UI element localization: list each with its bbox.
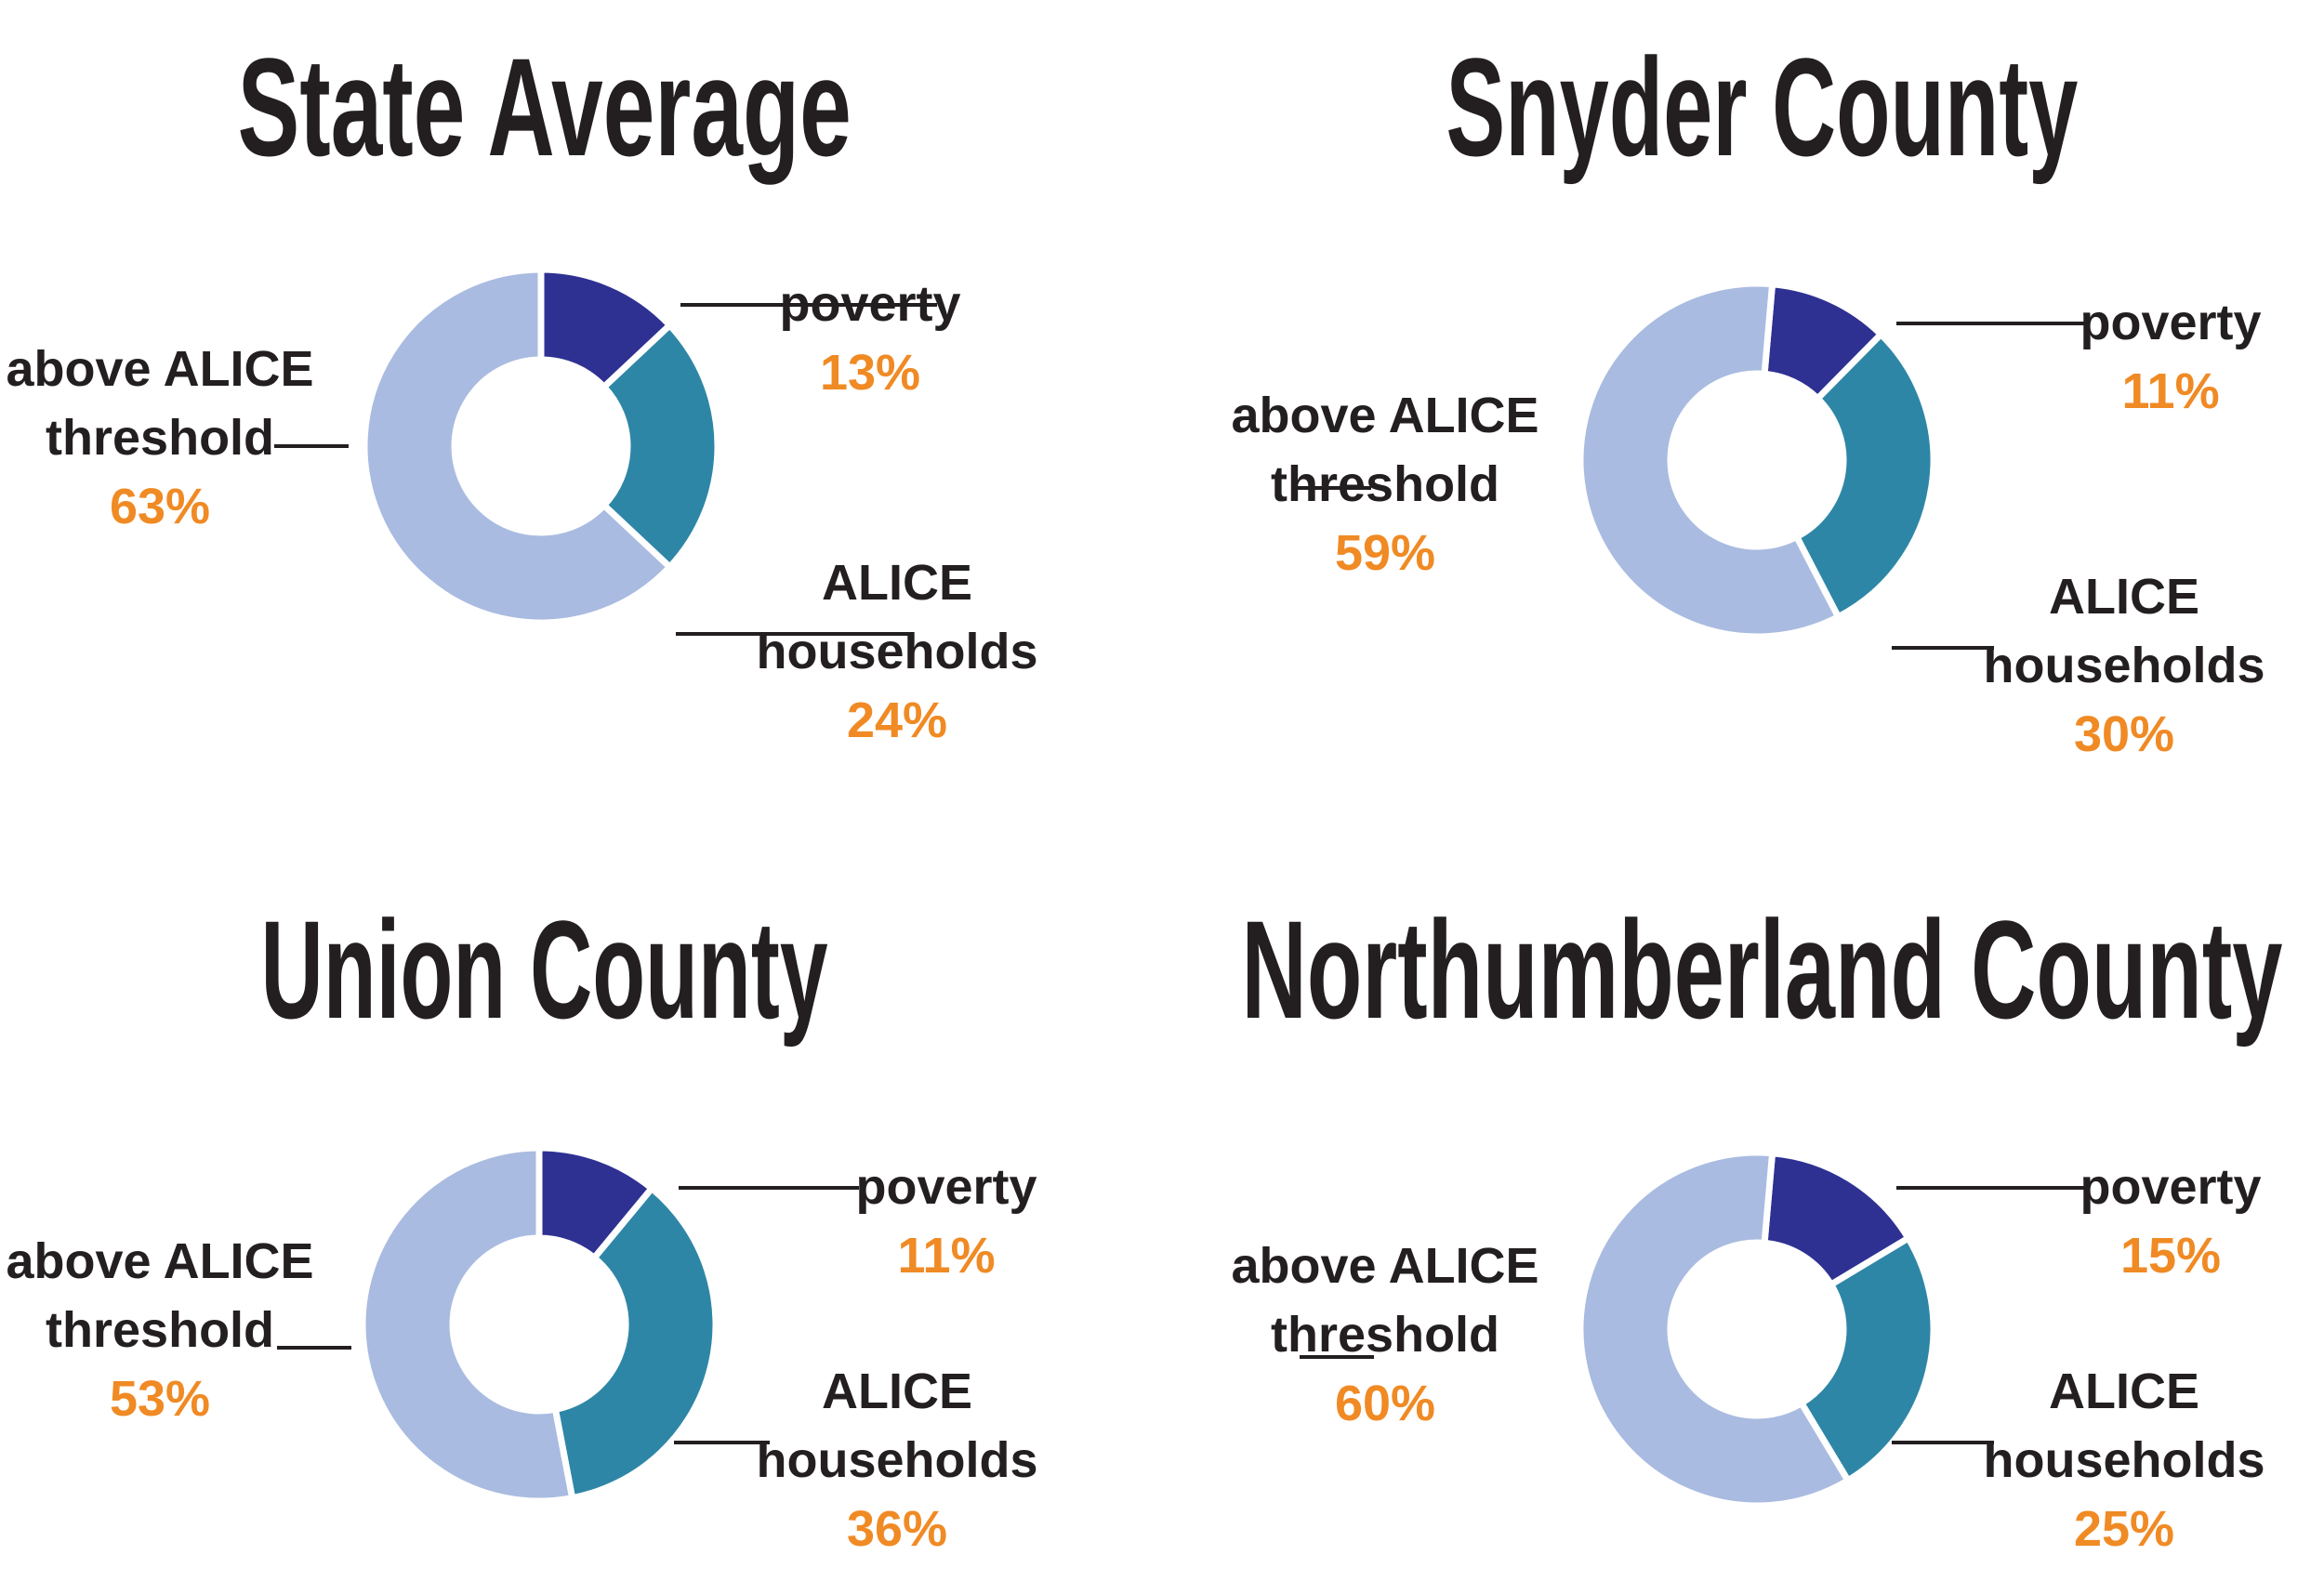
label-text: households [756, 1432, 1038, 1488]
alice-households-label: ALICE households 30% [1984, 562, 2265, 769]
label-text: poverty [855, 1159, 1037, 1215]
percent-label: 63% [109, 479, 211, 534]
slice-alice-households [599, 320, 721, 573]
slice-above-alice-threshold [361, 266, 675, 626]
leader-line [1297, 486, 1371, 490]
poverty-label: poverty 13% [780, 270, 961, 407]
percent-label: 11% [897, 1228, 996, 1284]
label-text: poverty [2080, 1159, 2262, 1215]
slice-alice-households [551, 1183, 720, 1502]
above-alice-threshold-label: above ALICE threshold 59% [1232, 381, 1539, 587]
chart-title: Snyder County [1445, 29, 2078, 185]
leader-line [1892, 646, 1994, 650]
leader-line [274, 444, 349, 448]
leader-line [277, 1346, 351, 1350]
donut-chart [359, 1144, 720, 1505]
leader-line [676, 632, 911, 636]
label-text: threshold [1271, 1307, 1500, 1363]
leader-line [679, 1186, 859, 1190]
label-text: households [756, 624, 1038, 679]
percent-label: 53% [109, 1371, 211, 1427]
leader-line [680, 303, 937, 307]
poverty-label: poverty 11% [2080, 288, 2262, 426]
percent-label: 30% [2073, 706, 2175, 762]
slice-alice-households [1792, 329, 1937, 622]
chart-title: Northumberland County [1240, 891, 2282, 1047]
percent-label: 24% [846, 692, 948, 748]
percent-label: 11% [2121, 363, 2220, 419]
poverty-label: poverty 15% [2080, 1153, 2262, 1290]
label-text: ALICE [822, 555, 972, 611]
donut-chart [1577, 280, 1937, 640]
percent-label: 25% [2073, 1501, 2175, 1557]
chart-title: Union County [260, 891, 828, 1047]
percent-label: 36% [846, 1501, 948, 1557]
label-text: threshold [46, 1302, 275, 1358]
label-text: above ALICE [6, 1233, 314, 1289]
label-text: ALICE [2049, 1364, 2199, 1419]
slice-above-alice-threshold [1577, 280, 1843, 640]
label-text: above ALICE [1231, 388, 1539, 443]
slice-above-alice-threshold [1577, 1149, 1853, 1509]
percent-label: 15% [2119, 1228, 2222, 1284]
slice-alice-households [1797, 1233, 1937, 1485]
slice-poverty [1761, 1149, 1913, 1289]
leader-line [674, 1441, 770, 1444]
percent-label: 59% [1334, 525, 1436, 581]
donut-chart [1577, 1149, 1937, 1509]
alice-households-label: ALICE households 24% [757, 548, 1038, 755]
label-text: threshold [1271, 456, 1500, 512]
above-alice-threshold-label: above ALICE threshold 60% [1232, 1232, 1539, 1438]
leader-line [1892, 1441, 1994, 1444]
alice-households-label: ALICE households 25% [1984, 1357, 2265, 1563]
label-text: households [1983, 638, 2265, 693]
percent-label: 13% [819, 345, 921, 401]
slice-above-alice-threshold [359, 1144, 576, 1505]
leader-line [1896, 1186, 2090, 1190]
donut-chart [361, 266, 721, 626]
poverty-label: poverty 11% [856, 1153, 1037, 1290]
alice-households-label: ALICE households 36% [757, 1357, 1038, 1563]
percent-label: 60% [1334, 1376, 1436, 1431]
label-text: above ALICE [6, 341, 314, 397]
leader-line [1300, 1355, 1374, 1359]
label-text: above ALICE [1231, 1238, 1539, 1294]
label-text: ALICE [2049, 569, 2199, 625]
label-text: households [1983, 1432, 2265, 1488]
chart-title: State Average [237, 29, 852, 185]
label-text: poverty [2080, 295, 2262, 350]
label-text: ALICE [822, 1364, 972, 1419]
above-alice-threshold-label: above ALICE threshold 53% [7, 1227, 314, 1433]
above-alice-threshold-label: above ALICE threshold 63% [7, 335, 314, 541]
label-text: threshold [46, 410, 275, 466]
leader-line [1896, 322, 2090, 325]
